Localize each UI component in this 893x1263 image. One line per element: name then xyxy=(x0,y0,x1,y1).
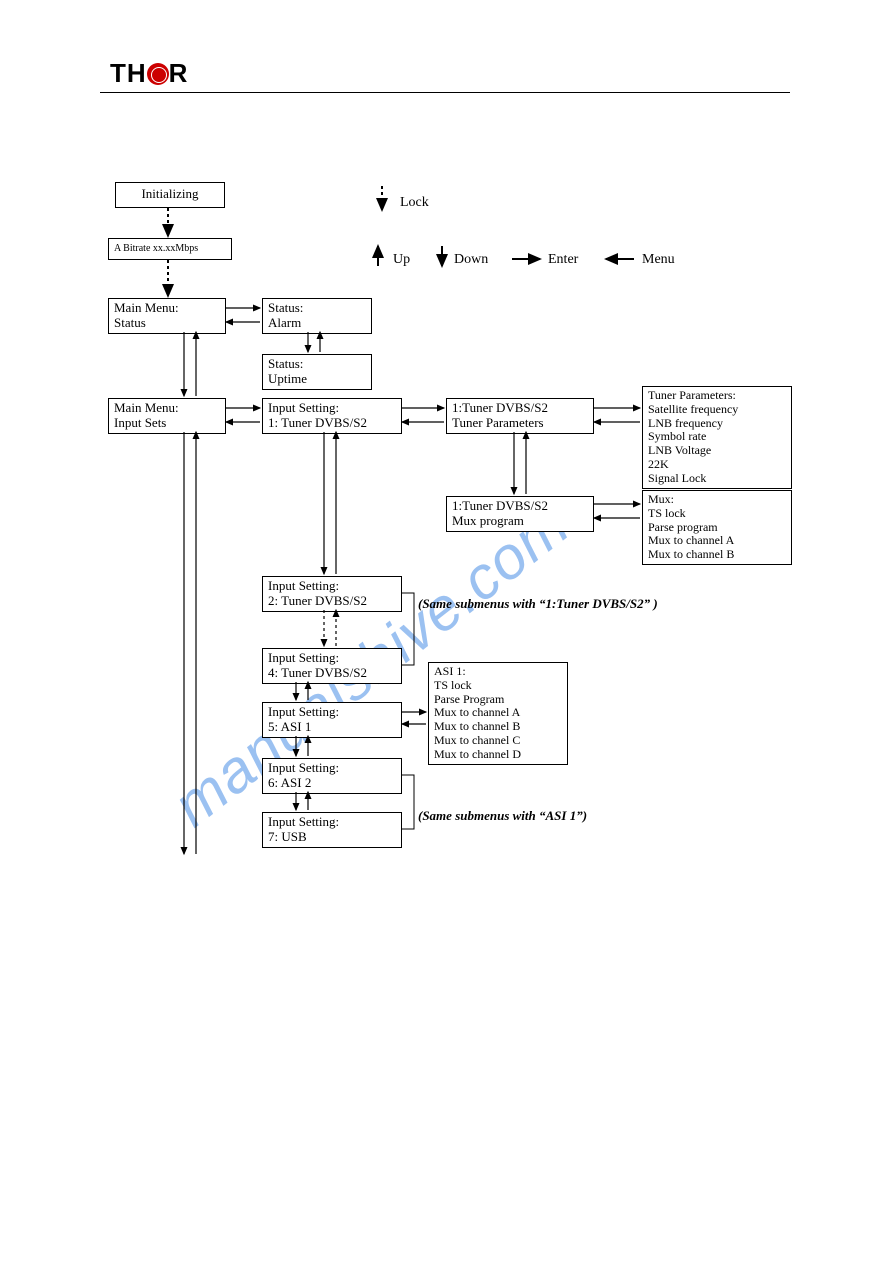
list-item: Mux: xyxy=(648,493,786,507)
box-line: Input Setting: xyxy=(268,815,396,830)
box-input-6: Input Setting: 6: ASI 2 xyxy=(262,758,402,794)
legend-down: Down xyxy=(454,252,488,268)
box-line: Input Setting: xyxy=(268,761,396,776)
box-line: 4: Tuner DVBS/S2 xyxy=(268,666,396,681)
logo-text-1: TH xyxy=(110,58,147,88)
list-item: TS lock xyxy=(648,507,786,521)
list-item: TS lock xyxy=(434,679,562,693)
box-label: A Bitrate xx.xxMbps xyxy=(114,243,198,254)
box-status-uptime: Status: Uptime xyxy=(262,354,372,390)
list-item: ASI 1: xyxy=(434,665,562,679)
legend-enter: Enter xyxy=(548,252,578,268)
box-line: Status xyxy=(114,316,220,331)
box-line: Alarm xyxy=(268,316,366,331)
note-same-tuner: (Same submenus with “1:Tuner DVBS/S2” ) xyxy=(418,596,658,612)
header-divider xyxy=(100,92,790,93)
legend-lock: Lock xyxy=(400,195,429,211)
box-line: 1: Tuner DVBS/S2 xyxy=(268,416,396,431)
list-item: Tuner Parameters: xyxy=(648,389,786,403)
logo-text-2: R xyxy=(169,58,189,88)
box-line: 1:Tuner DVBS/S2 xyxy=(452,401,588,416)
box-line: Input Setting: xyxy=(268,651,396,666)
box-initializing: Initializing xyxy=(115,182,225,208)
list-item: Satellite frequency xyxy=(648,403,786,417)
list-item: Mux to channel A xyxy=(648,534,786,548)
legend-menu: Menu xyxy=(642,252,675,268)
box-input-1: Input Setting: 1: Tuner DVBS/S2 xyxy=(262,398,402,434)
globe-icon xyxy=(147,63,169,85)
note-same-asi: (Same submenus with “ASI 1”) xyxy=(418,808,587,824)
box-line: 5: ASI 1 xyxy=(268,720,396,735)
box-bitrate: A Bitrate xx.xxMbps xyxy=(108,238,232,260)
list-item: Mux to channel B xyxy=(434,720,562,734)
box-line: Input Setting: xyxy=(268,579,396,594)
box-tuner-parameters: 1:Tuner DVBS/S2 Tuner Parameters xyxy=(446,398,594,434)
list-item: Parse Program xyxy=(434,693,562,707)
box-input-7: Input Setting: 7: USB xyxy=(262,812,402,848)
box-line: Mux program xyxy=(452,514,588,529)
list-item: Mux to channel B xyxy=(648,548,786,562)
box-line: Input Setting: xyxy=(268,705,396,720)
box-asi1-list: ASI 1: TS lock Parse Program Mux to chan… xyxy=(428,662,568,765)
list-item: Mux to channel D xyxy=(434,748,562,762)
box-line: Input Setting: xyxy=(268,401,396,416)
box-line: 7: USB xyxy=(268,830,396,845)
list-item: Signal Lock xyxy=(648,472,786,486)
box-line: Tuner Parameters xyxy=(452,416,588,431)
box-mainmenu-input: Main Menu: Input Sets xyxy=(108,398,226,434)
list-item: LNB frequency xyxy=(648,417,786,431)
box-status-alarm: Status: Alarm xyxy=(262,298,372,334)
list-item: Parse program xyxy=(648,521,786,535)
list-item: Symbol rate xyxy=(648,430,786,444)
box-input-4: Input Setting: 4: Tuner DVBS/S2 xyxy=(262,648,402,684)
box-label: Initializing xyxy=(141,186,198,201)
box-mux-program: 1:Tuner DVBS/S2 Mux program xyxy=(446,496,594,532)
legend-up: Up xyxy=(393,252,410,268)
box-input-5: Input Setting: 5: ASI 1 xyxy=(262,702,402,738)
list-item: Mux to channel A xyxy=(434,706,562,720)
box-line: Input Sets xyxy=(114,416,220,431)
box-mainmenu-status: Main Menu: Status xyxy=(108,298,226,334)
box-line: Main Menu: xyxy=(114,401,220,416)
list-item: Mux to channel C xyxy=(434,734,562,748)
list-item: 22K xyxy=(648,458,786,472)
box-line: 1:Tuner DVBS/S2 xyxy=(452,499,588,514)
box-tunerparams-list: Tuner Parameters: Satellite frequency LN… xyxy=(642,386,792,489)
box-line: Main Menu: xyxy=(114,301,220,316)
box-input-2: Input Setting: 2: Tuner DVBS/S2 xyxy=(262,576,402,612)
box-line: Status: xyxy=(268,357,366,372)
thor-logo: TH R xyxy=(110,58,188,89)
list-item: LNB Voltage xyxy=(648,444,786,458)
box-line: 6: ASI 2 xyxy=(268,776,396,791)
box-line: 2: Tuner DVBS/S2 xyxy=(268,594,396,609)
box-line: Uptime xyxy=(268,372,366,387)
box-mux-list: Mux: TS lock Parse program Mux to channe… xyxy=(642,490,792,565)
box-line: Status: xyxy=(268,301,366,316)
page: THR manualshive.com Lock Up Down Enter M… xyxy=(0,0,893,1263)
